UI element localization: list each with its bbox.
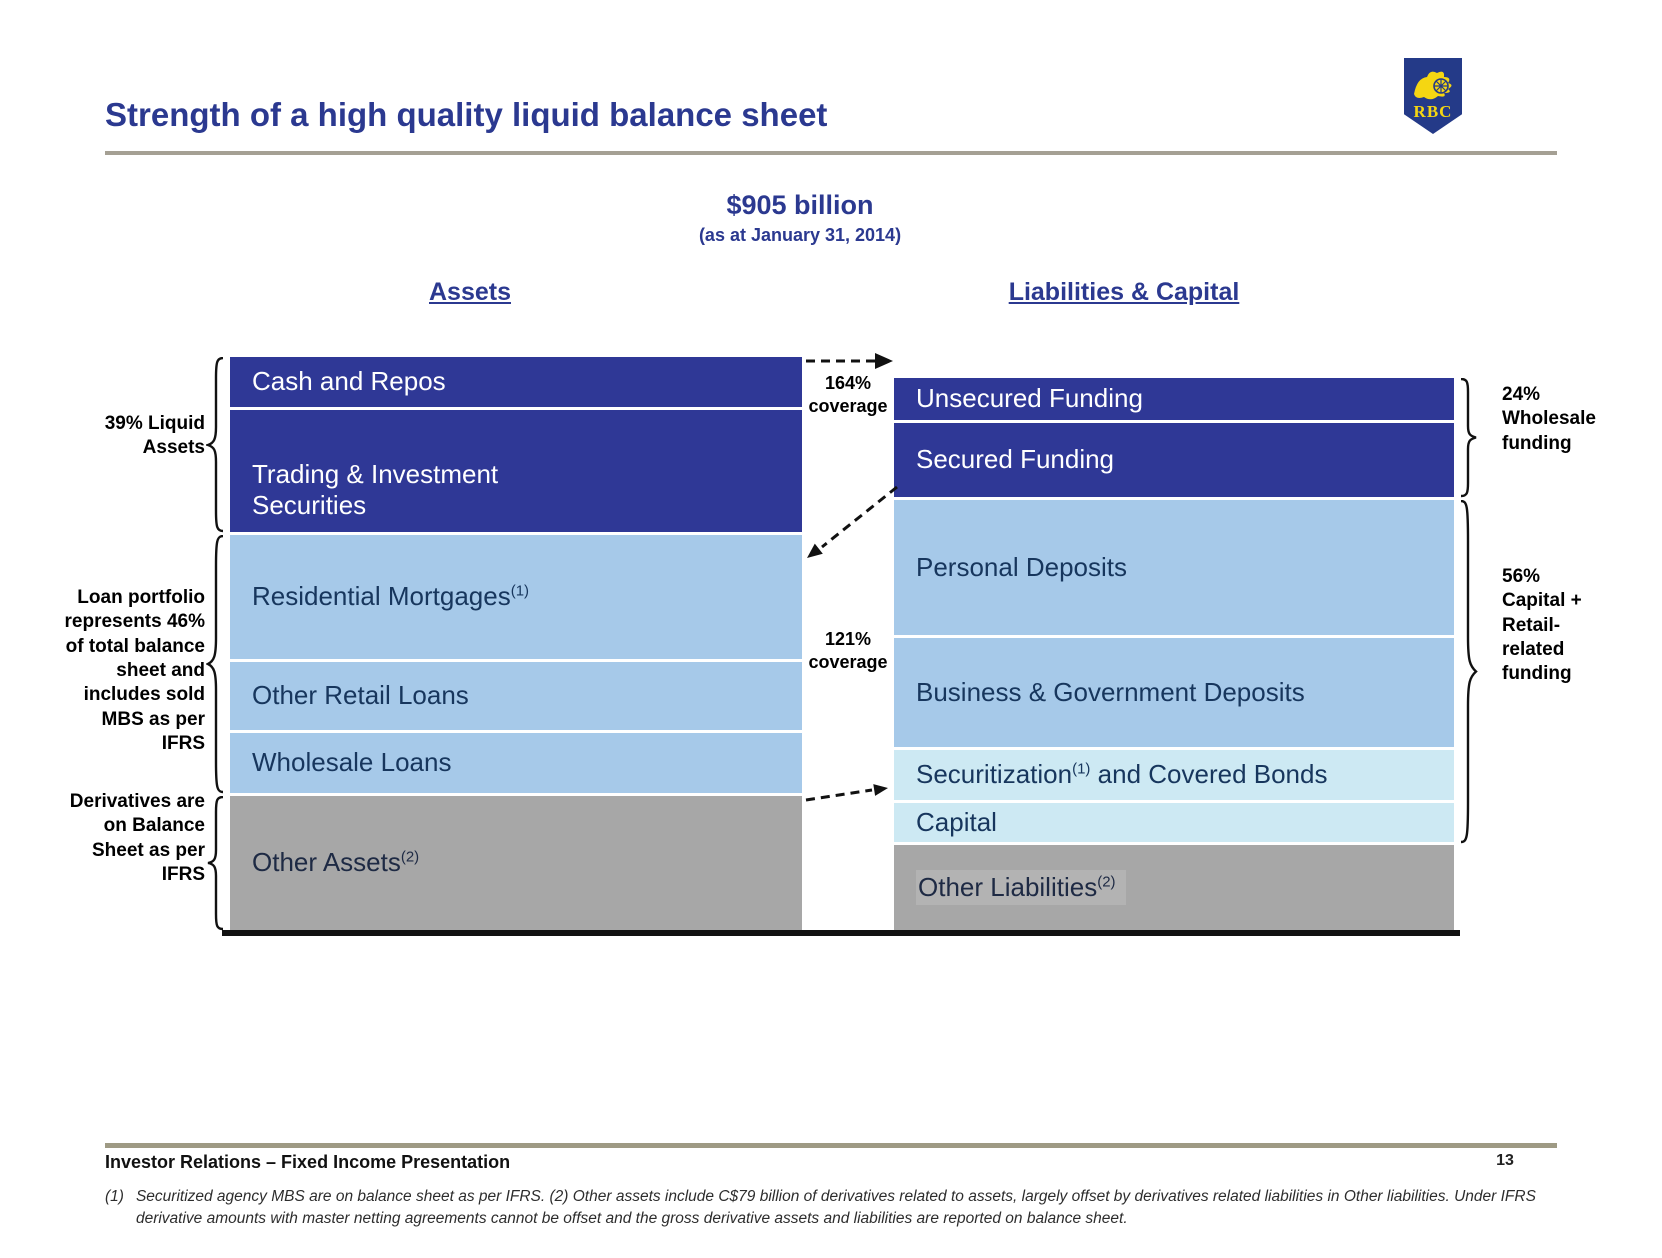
rbc-logo: RBC (1404, 58, 1462, 134)
block-residential-mortgages: Residential Mortgages(1) (230, 535, 802, 659)
arrowhead-derivatives (873, 784, 888, 796)
block-unsecured-funding: Unsecured Funding (894, 378, 1454, 420)
block-label: Trading & Investment Securities (252, 458, 499, 521)
brace-capital-retail (1460, 500, 1478, 844)
block-label: Business & Government Deposits (916, 676, 1305, 707)
block-label: Capital (916, 806, 997, 837)
arrowhead-164 (875, 353, 893, 369)
block-trading-investment-securities: Trading & Investment Securities (230, 410, 802, 532)
block-label: Securitization (916, 759, 1073, 790)
brace-wholesale-funding (1460, 378, 1477, 498)
block-wholesale-loans: Wholesale Loans (230, 733, 802, 793)
coverage-121-label: 121% coverage (808, 629, 888, 673)
block-cash-and-repos: Cash and Repos (230, 357, 802, 407)
assets-column: Cash and Repos Trading & Investment Secu… (230, 357, 802, 930)
rbc-logo-text: RBC (1413, 102, 1453, 121)
footer-divider (105, 1143, 1557, 1148)
block-label: Cash and Repos (252, 366, 446, 397)
total-as-at-date: (as at January 31, 2014) (698, 225, 902, 245)
block-capital: Capital (894, 803, 1454, 842)
block-other-assets: Other Assets(2) (230, 796, 802, 930)
block-label: Personal Deposits (916, 551, 1127, 582)
liabilities-column: Unsecured Funding Secured Funding Person… (894, 378, 1454, 930)
annotation-wholesale-funding: 24% Wholesale funding (1502, 384, 1596, 454)
block-label-sup: (1) (510, 582, 530, 600)
diagram-baseline (222, 930, 1460, 936)
block-business-government-deposits: Business & Government Deposits (894, 638, 1454, 747)
annotation-derivatives: Derivatives are on Balance Sheet as per … (69, 791, 205, 885)
title-divider (105, 151, 1557, 155)
annotation-capital-retail-funding: 56% Capital + Retail- related funding (1502, 566, 1582, 685)
page-number: 13 (1496, 1152, 1514, 1169)
block-label: Other Assets (252, 847, 401, 878)
footer-title: Investor Relations – Fixed Income Presen… (105, 1152, 511, 1172)
block-label-sup: (2) (1097, 872, 1116, 890)
block-other-retail-loans: Other Retail Loans (230, 662, 802, 730)
liabilities-header: Liabilities & Capital (1008, 278, 1240, 306)
block-personal-deposits: Personal Deposits (894, 500, 1454, 635)
footnote-text: Securitized agency MBS are on balance sh… (135, 1188, 1536, 1227)
arrow-derivatives-link (805, 788, 873, 802)
block-label: Wholesale Loans (252, 747, 452, 778)
block-label-suffix: and Covered Bonds (1090, 759, 1328, 790)
brace-liquid-assets (206, 357, 224, 533)
brace-derivatives (207, 796, 224, 931)
block-other-liabilities: Other Liabilities(2) (894, 845, 1454, 930)
block-securitization-covered-bonds: Securitization(1) and Covered Bonds (894, 750, 1454, 800)
lion-icon (1414, 71, 1452, 100)
arrow-121-coverage (821, 485, 898, 549)
total-amount: $905 billion (726, 190, 874, 220)
block-secured-funding: Secured Funding (894, 423, 1454, 497)
assets-header: Assets (429, 278, 511, 306)
block-label: Other Retail Loans (252, 680, 469, 711)
coverage-164-label: 164% coverage (808, 373, 888, 417)
block-label-sup: (1) (1072, 760, 1091, 778)
annotation-loan-portfolio: Loan portfolio represents 46% of total b… (64, 587, 205, 754)
block-label: Other Liabilities (918, 871, 1098, 902)
footnote-marker: (1) (105, 1188, 124, 1205)
footnote: (1) Securitized agency MBS are on balanc… (105, 1186, 1580, 1229)
arrowhead-121 (807, 543, 823, 558)
block-label: Secured Funding (916, 444, 1115, 475)
brace-loan-portfolio (206, 535, 224, 794)
block-label-sup: (2) (400, 848, 420, 866)
page-title: Strength of a high quality liquid balanc… (105, 96, 828, 133)
annotation-liquid-assets: 39% Liquid Assets (104, 413, 205, 459)
block-label: Unsecured Funding (916, 383, 1143, 414)
block-label: Residential Mortgages (252, 581, 511, 612)
